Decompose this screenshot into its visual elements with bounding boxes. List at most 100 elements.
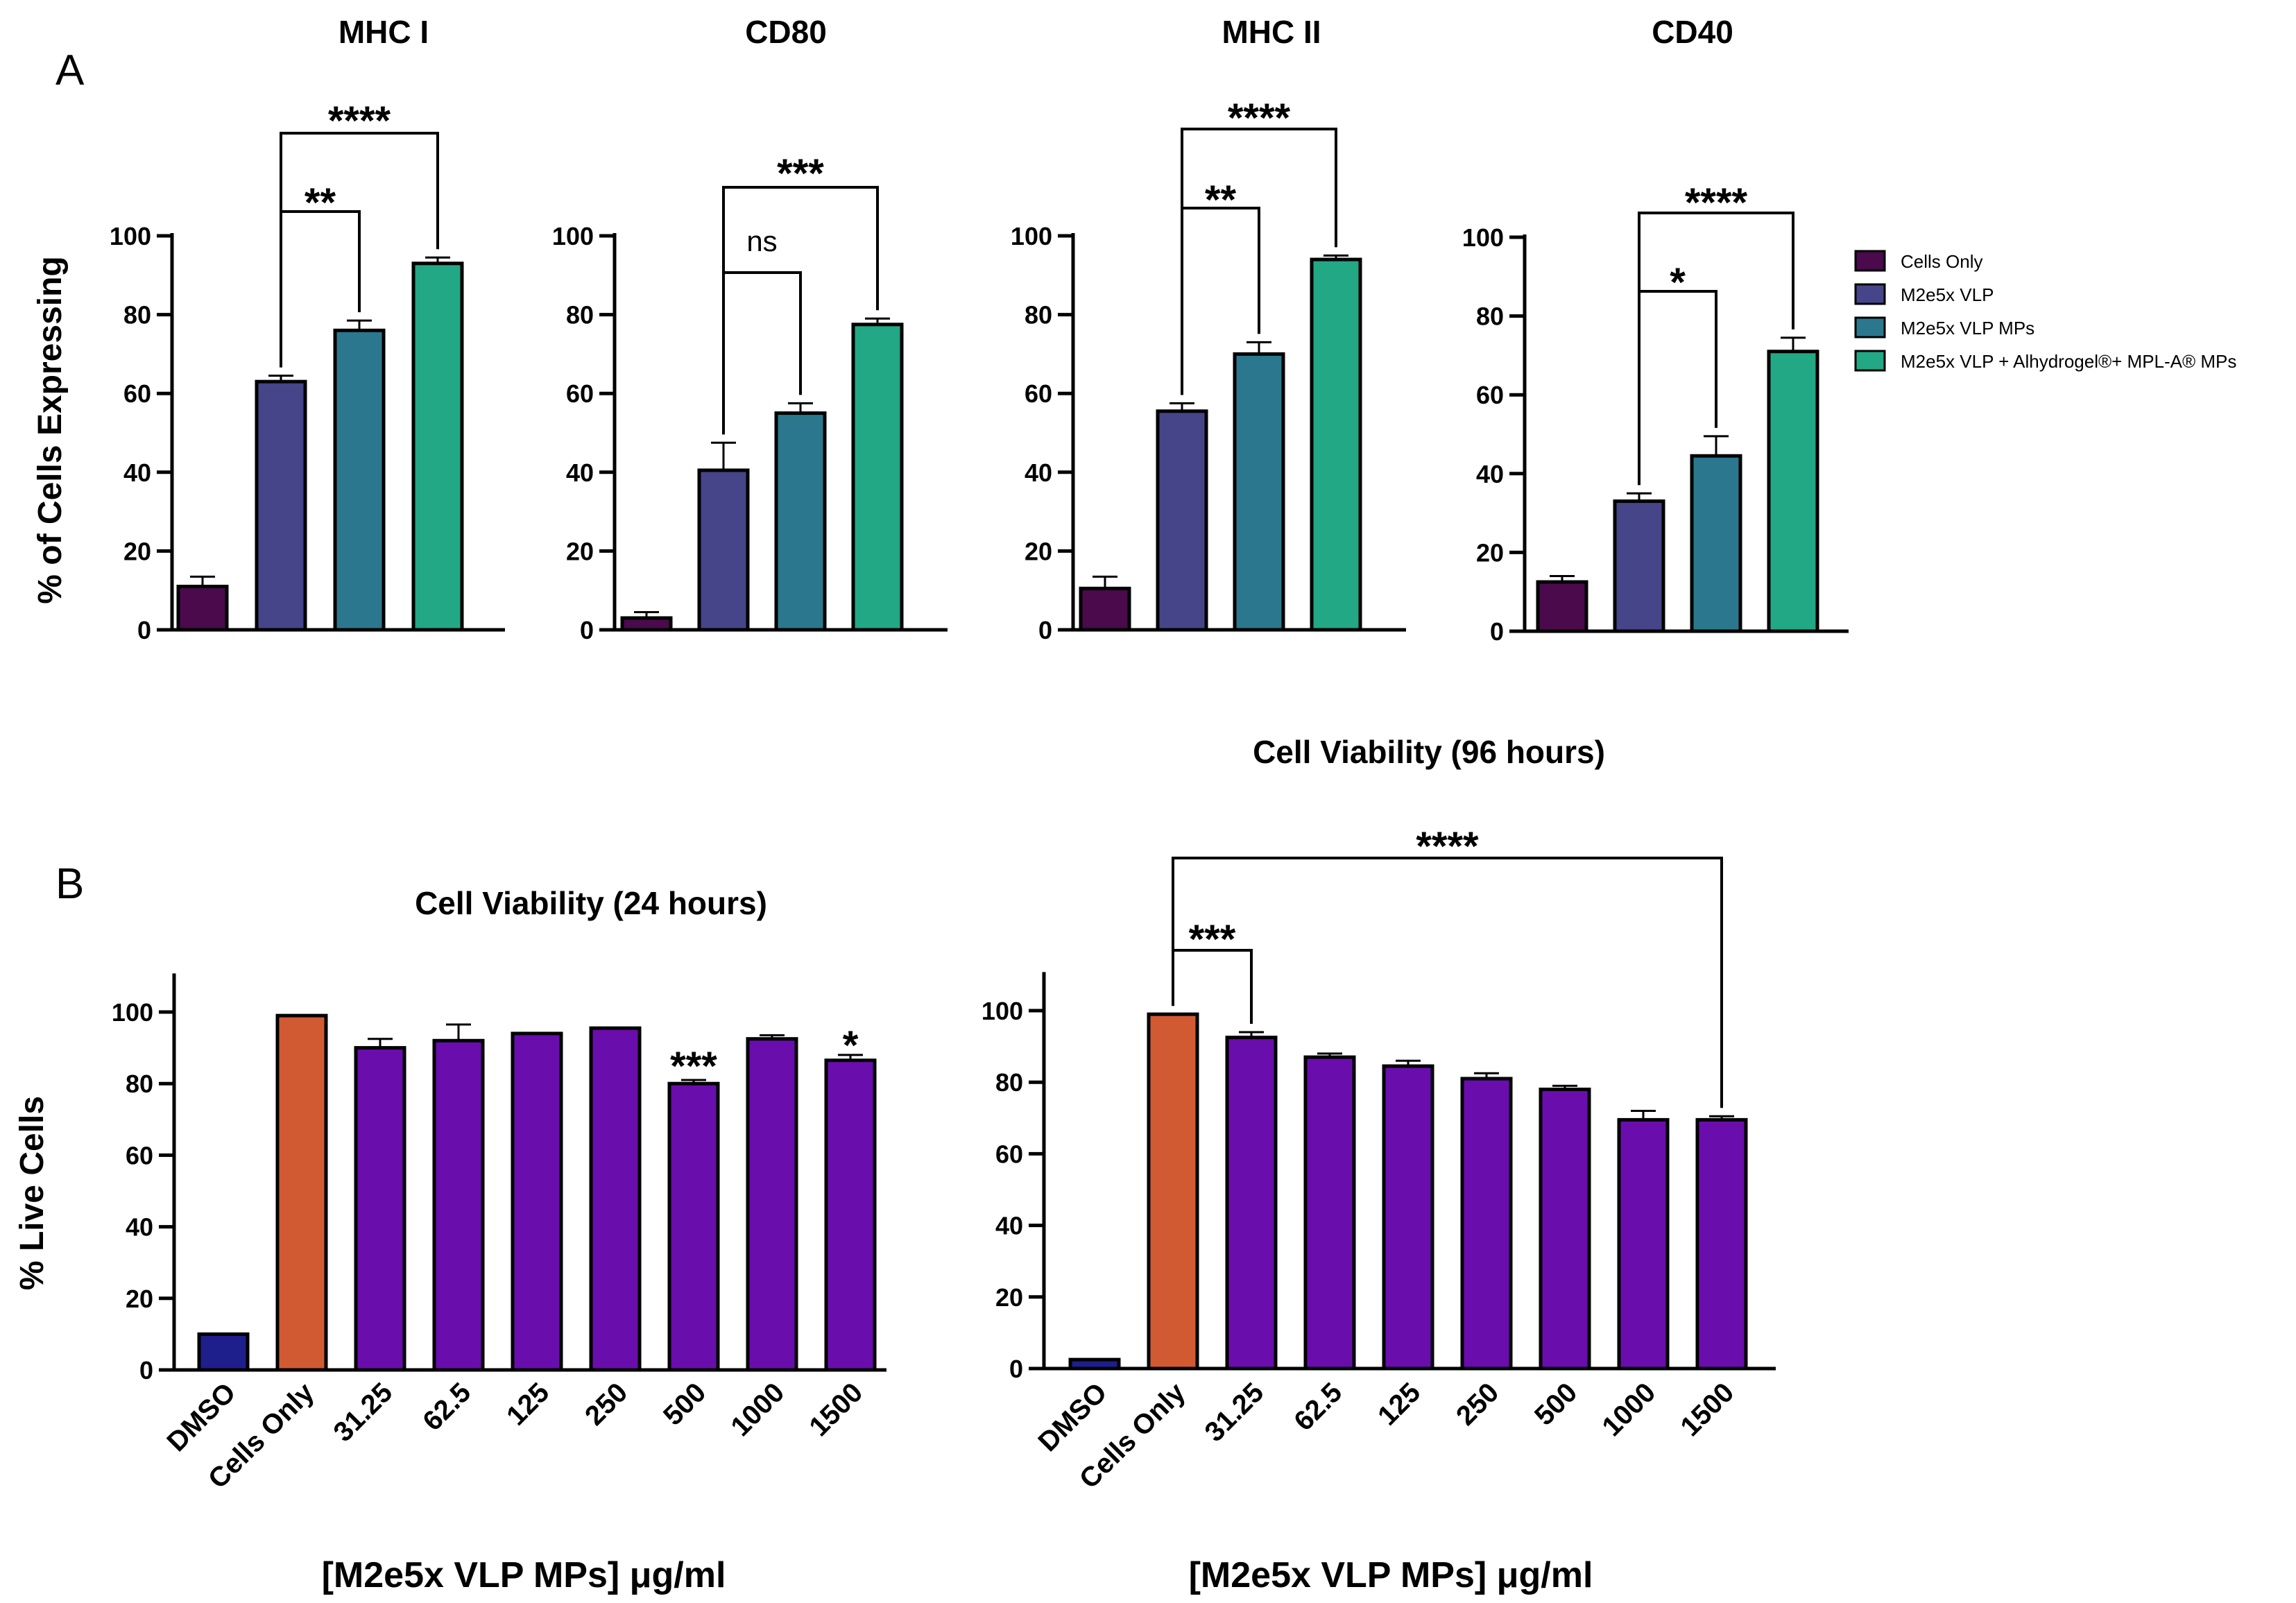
chart-6: Cell Viability (96 hours) 0 20 40 60 80 100 [M2… bbox=[982, 734, 1776, 1595]
y-tick-label: 0 bbox=[1009, 1355, 1023, 1383]
y-tick-label: 60 bbox=[123, 379, 151, 408]
bar bbox=[1539, 1088, 1591, 1371]
legend-label: M2e5x VLP MPs bbox=[1901, 318, 2034, 338]
bar bbox=[176, 585, 229, 632]
y-tick-label: 80 bbox=[126, 1070, 153, 1098]
chart-2: CD80 0 20 40 60 80 100 ns*** bbox=[552, 14, 948, 644]
significance-label: *** bbox=[777, 151, 824, 196]
y-tick-label: 60 bbox=[995, 1140, 1023, 1168]
y-tick-label: 100 bbox=[552, 222, 594, 250]
bar bbox=[1613, 499, 1665, 633]
bar bbox=[1068, 1357, 1121, 1371]
x-tick-label: 500 bbox=[658, 1377, 712, 1431]
significance-label: * bbox=[1670, 260, 1686, 305]
bar bbox=[1310, 257, 1362, 632]
y-tick-label: 100 bbox=[110, 222, 151, 250]
y-tick-label: 80 bbox=[123, 301, 151, 329]
significance-bracket bbox=[1172, 857, 1723, 1108]
y-tick-label: 20 bbox=[1476, 538, 1504, 567]
chart-title: Cell Viability (96 hours) bbox=[1253, 734, 1605, 770]
chart-title: CD80 bbox=[745, 14, 827, 50]
y-tick-label: 80 bbox=[1025, 301, 1052, 329]
chart-1: MHC I 0 20 40 60 80 100 % of Cells Expressing **… bbox=[32, 14, 505, 644]
bar bbox=[255, 379, 307, 632]
y-tick-label: 100 bbox=[982, 997, 1023, 1025]
legend: Cells Only M2e5x VLP M2e5x VLP MPs M2e5x VL… bbox=[1854, 250, 2236, 372]
bar bbox=[1536, 580, 1588, 633]
y-tick-label: 20 bbox=[126, 1285, 153, 1313]
significance-label: **** bbox=[1685, 180, 1748, 225]
x-tick-label: 125 bbox=[1372, 1377, 1426, 1431]
x-tick-label: 1500 bbox=[1674, 1377, 1740, 1442]
bar bbox=[1156, 409, 1208, 632]
significance-label: *** bbox=[670, 1044, 717, 1089]
x-axis-label: [M2e5x VLP MPs] μg/ml bbox=[322, 1555, 726, 1595]
bar bbox=[620, 616, 673, 632]
bar bbox=[589, 1026, 642, 1372]
y-axis-label: % of Cells Expressing bbox=[32, 256, 69, 604]
bar bbox=[1617, 1117, 1670, 1371]
bar bbox=[411, 262, 464, 632]
significance-bracket bbox=[1181, 128, 1337, 395]
y-tick-label: 80 bbox=[566, 301, 594, 329]
x-tick-label: 31.25 bbox=[327, 1377, 398, 1448]
significance-bracket bbox=[280, 132, 439, 368]
bar bbox=[1225, 1036, 1278, 1371]
y-tick-label: 40 bbox=[1476, 460, 1504, 488]
significance-label: * bbox=[843, 1023, 859, 1068]
bar bbox=[697, 468, 750, 632]
y-tick-label: 0 bbox=[580, 616, 594, 644]
significance-label: **** bbox=[1228, 96, 1291, 141]
legend-swatch bbox=[1854, 316, 1886, 338]
significance-label: ** bbox=[305, 180, 336, 225]
x-tick-label: 62.5 bbox=[1288, 1377, 1348, 1437]
chart-title: MHC I bbox=[339, 14, 429, 50]
bar bbox=[1147, 1012, 1199, 1371]
bar bbox=[824, 1058, 877, 1372]
x-tick-label: 500 bbox=[1529, 1377, 1583, 1431]
bar bbox=[432, 1038, 485, 1372]
x-tick-label: 1000 bbox=[1596, 1377, 1661, 1442]
y-tick-label: 100 bbox=[112, 998, 153, 1027]
y-tick-label: 40 bbox=[123, 458, 151, 487]
y-tick-label: 100 bbox=[1011, 222, 1052, 250]
significance-bracket bbox=[722, 271, 802, 435]
y-tick-label: 20 bbox=[1025, 537, 1052, 565]
x-tick-label: 1500 bbox=[803, 1377, 868, 1442]
chart-5: Cell Viability (24 hours) 0 20 40 60 80 100 % L… bbox=[14, 885, 886, 1595]
y-tick-label: 40 bbox=[566, 458, 594, 487]
significance-label: **** bbox=[328, 98, 391, 144]
significance-bracket bbox=[722, 186, 879, 435]
significance-label: **** bbox=[1416, 824, 1479, 869]
significance-label: *** bbox=[1189, 917, 1236, 962]
x-tick-label: 125 bbox=[501, 1377, 555, 1431]
bar bbox=[354, 1046, 406, 1372]
legend-swatch bbox=[1854, 250, 1886, 272]
panel-label-a: A bbox=[55, 46, 85, 94]
x-tick-label: 31.25 bbox=[1199, 1377, 1269, 1448]
legend-label: M2e5x VLP bbox=[1901, 284, 1994, 305]
bar bbox=[1233, 352, 1285, 632]
x-axis-label: [M2e5x VLP MPs] μg/ml bbox=[1189, 1555, 1593, 1595]
y-tick-label: 20 bbox=[995, 1283, 1023, 1312]
y-tick-label: 0 bbox=[1038, 616, 1052, 644]
y-tick-label: 40 bbox=[1025, 458, 1052, 487]
bar bbox=[667, 1081, 720, 1372]
x-tick-label: 1000 bbox=[725, 1377, 790, 1442]
legend-swatch bbox=[1854, 283, 1886, 305]
bar bbox=[1460, 1077, 1513, 1371]
y-axis-label: % Live Cells bbox=[14, 1096, 51, 1290]
legend-swatch bbox=[1854, 350, 1886, 372]
y-tick-label: 60 bbox=[1025, 379, 1052, 408]
chart-title: CD40 bbox=[1652, 14, 1733, 50]
bar bbox=[851, 323, 904, 632]
y-tick-label: 80 bbox=[1476, 302, 1504, 331]
bar bbox=[197, 1332, 250, 1372]
significance-label: ** bbox=[1205, 178, 1237, 223]
bar bbox=[1079, 586, 1131, 632]
bar bbox=[1690, 454, 1742, 633]
